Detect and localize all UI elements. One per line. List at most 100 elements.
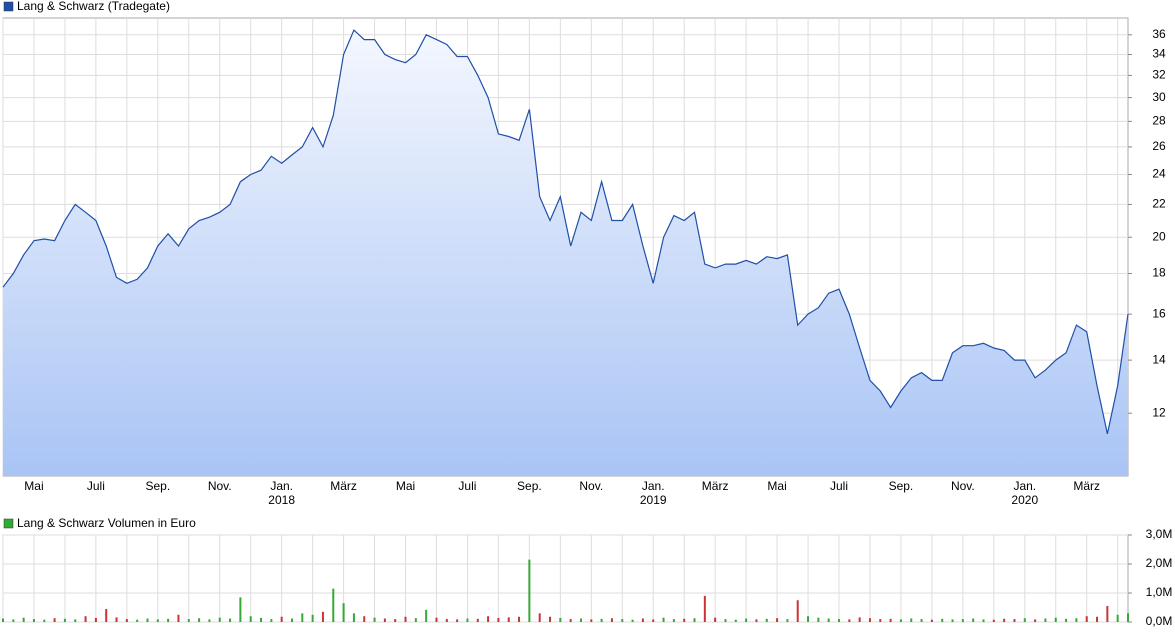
y-tick-label: 3,0M — [1146, 527, 1173, 541]
volume-bar — [125, 619, 128, 622]
x-tick-label: Mai — [395, 479, 416, 493]
y-tick-label: 18 — [1152, 266, 1166, 280]
volume-bar — [187, 619, 190, 622]
y-tick-label: 24 — [1152, 167, 1166, 181]
volume-bar — [600, 618, 603, 622]
volume-bar — [290, 618, 293, 622]
volume-bar — [631, 619, 634, 622]
volume-bar — [487, 616, 490, 622]
volume-bar — [1023, 618, 1026, 622]
volume-bar — [579, 618, 582, 622]
y-tick-label: 1,0M — [1146, 585, 1173, 599]
x-tick-label: Nov. — [207, 479, 232, 493]
volume-bar — [1065, 618, 1068, 622]
volume-bar — [807, 616, 810, 622]
y-tick-label: 16 — [1152, 306, 1166, 320]
volume-bar — [218, 617, 221, 622]
volume-bar — [497, 617, 500, 622]
volume-bar — [74, 619, 77, 622]
volume-bar — [683, 618, 686, 622]
x-tick-label: Sep. — [517, 479, 542, 493]
volume-bar — [1116, 614, 1119, 622]
volume-bar — [198, 618, 201, 622]
volume-bar — [239, 597, 242, 622]
volume-bar — [445, 619, 448, 622]
volume-bar — [414, 618, 417, 622]
volume-bar — [868, 618, 871, 622]
volume-bar — [146, 618, 149, 622]
y-tick-label: 36 — [1152, 27, 1166, 41]
volume-bar — [1034, 619, 1037, 622]
volume-bar — [786, 619, 789, 622]
volume-bar — [249, 616, 252, 622]
volume-bar — [693, 618, 696, 622]
volume-bar — [280, 616, 283, 622]
volume-bar — [518, 616, 521, 622]
volume-bar — [1096, 616, 1099, 622]
volume-bar — [662, 617, 665, 622]
volume-bar — [982, 619, 985, 622]
volume-bar — [394, 619, 397, 622]
volume-bar — [352, 613, 355, 622]
volume-bar — [621, 619, 624, 622]
volume-bar — [889, 618, 892, 622]
area — [3, 30, 1128, 476]
volume-bar — [156, 619, 159, 622]
volume-bar — [838, 619, 841, 622]
plot-area — [2, 534, 1129, 623]
volume-bar — [961, 619, 964, 622]
x-tick-label: Jan. 2018 — [268, 479, 295, 507]
volume-bar — [435, 617, 438, 622]
volume-bar — [745, 618, 748, 622]
volume-bar — [1106, 606, 1109, 622]
volume-bar — [177, 614, 180, 622]
y-tick-label: 12 — [1152, 405, 1166, 419]
volume-bar — [590, 619, 593, 622]
volume-bar — [930, 619, 933, 622]
volume-bar — [641, 618, 644, 622]
volume-bar — [43, 619, 46, 622]
y-tick-label: 30 — [1152, 90, 1166, 104]
volume-bar — [32, 619, 35, 622]
y-tick-label: 2,0M — [1146, 556, 1173, 570]
y-tick-label: 26 — [1152, 139, 1166, 153]
legend-swatch — [3, 1, 14, 12]
volume-bar — [610, 618, 613, 622]
volume-bar — [507, 617, 510, 622]
volume-bar — [858, 617, 861, 622]
volume-bar — [115, 617, 118, 622]
volume-bar — [879, 619, 882, 622]
volume-bar — [229, 618, 232, 622]
volume-bar — [776, 618, 779, 622]
x-tick-label: Juli — [86, 479, 105, 493]
x-tick-label: Jan. 2019 — [639, 479, 667, 507]
volume-bar — [765, 618, 768, 622]
volume-bar — [53, 618, 56, 622]
volume-bar — [383, 618, 386, 622]
volume-bar — [321, 611, 324, 622]
volume-bar — [1003, 618, 1006, 622]
volume-bar — [1075, 618, 1078, 622]
volume-bar — [652, 619, 655, 622]
volume-bar — [456, 619, 459, 622]
y-tick-label: 14 — [1152, 352, 1166, 366]
volume-bar — [920, 619, 923, 622]
volume-bar — [848, 619, 851, 622]
volume-bar — [270, 619, 273, 622]
y-tick-label: 22 — [1152, 197, 1166, 211]
x-tick-label: Juli — [829, 479, 848, 493]
volume-bar — [1085, 616, 1088, 622]
legend-label: Lang & Schwarz Volumen in Euro — [17, 516, 196, 530]
volume-bar — [208, 619, 211, 622]
x-tick-label: Sep. — [888, 479, 914, 493]
volume-bar — [136, 619, 139, 622]
y-tick-label: 32 — [1152, 68, 1166, 82]
volume-bar — [1013, 619, 1016, 622]
volume-bar — [528, 559, 531, 622]
volume-bar — [714, 617, 717, 622]
volume-bar — [2, 618, 4, 622]
volume-bar — [569, 619, 572, 622]
volume-bar — [425, 609, 428, 622]
volume-bar — [311, 614, 314, 622]
